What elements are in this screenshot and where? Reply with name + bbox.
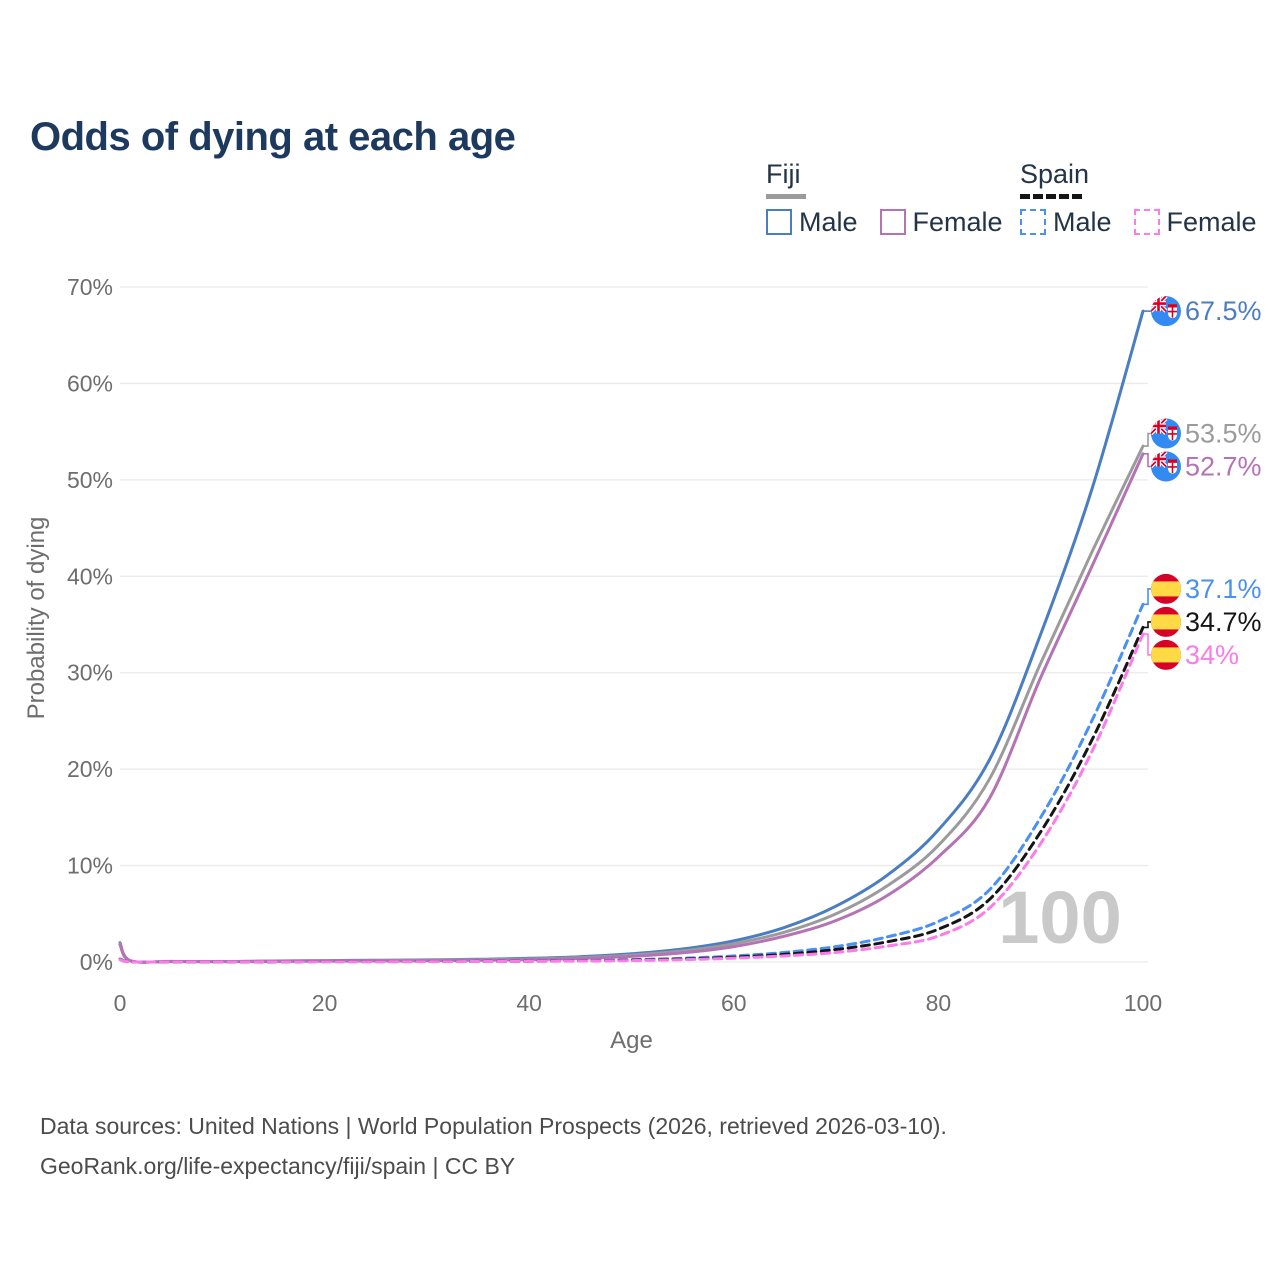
mortality-chart[interactable]: 0% 10% 20% 30% 40% 50% 60% 70% 0 20 40 60 80 100 Age Pr…	[0, 0, 1280, 1080]
fiji-male-label: Male	[799, 206, 858, 237]
end-connector-fiji-both	[1143, 432, 1151, 447]
spain-flag-icon	[1151, 606, 1181, 637]
line-fiji-both[interactable]	[118, 444, 1145, 964]
y-tick-40: 40%	[67, 563, 113, 589]
y-tick-50: 50%	[67, 467, 113, 493]
spain-flag-icon	[1151, 639, 1181, 670]
fiji-flag-icon	[1151, 296, 1181, 327]
end-connector-fiji-female	[1143, 453, 1151, 468]
y-tick-10: 10%	[67, 853, 113, 879]
legend-group-spain: Spain Male Female	[1020, 159, 1279, 238]
line-fiji-female[interactable]	[118, 452, 1145, 964]
line-fiji-male[interactable]	[118, 309, 1145, 964]
legend-group-fiji: Fiji Male Female	[766, 159, 1025, 238]
fiji-line-style-swatch	[766, 193, 806, 199]
line-spain-female[interactable]	[118, 632, 1145, 964]
y-tick-60: 60%	[67, 370, 113, 396]
end-label-fiji-both: 53.5%	[1185, 418, 1262, 448]
y-tick-70: 70%	[67, 274, 113, 300]
fiji-flag-icon	[1151, 451, 1181, 482]
y-tick-20: 20%	[67, 756, 113, 782]
legend-spain-title: Spain	[1020, 159, 1090, 189]
attribution-text: GeoRank.org/life-expectancy/fiji/spain |…	[40, 1153, 516, 1180]
x-tick-80: 80	[926, 990, 952, 1016]
fiji-female-label: Female	[912, 206, 1003, 237]
data-sources-text: Data sources: United Nations | World Pop…	[40, 1113, 947, 1139]
end-connector-spain-male	[1143, 588, 1151, 606]
spain-line-style-swatch	[1020, 193, 1082, 199]
spain-male-label: Male	[1053, 206, 1112, 237]
end-label-spain-female: 34%	[1185, 640, 1239, 670]
y-axis-title: Probability of dying	[23, 517, 50, 720]
legend-fiji-title: Fiji	[766, 159, 801, 189]
y-tick-30: 30%	[67, 660, 113, 686]
fiji-flag-icon	[1151, 418, 1181, 449]
end-label-fiji-female: 52.7%	[1185, 451, 1262, 481]
end-label-fiji-male: 67.5%	[1185, 296, 1262, 326]
x-tick-0: 0	[114, 990, 127, 1016]
fiji-male-swatch	[766, 209, 792, 236]
end-label-spain-both: 34.7%	[1185, 607, 1262, 637]
x-tick-20: 20	[312, 990, 338, 1016]
x-tick-60: 60	[721, 990, 747, 1016]
legend-item-fiji-female[interactable]: Female	[879, 206, 1025, 238]
end-label-spain-male: 37.1%	[1185, 574, 1262, 604]
line-spain-both[interactable]	[118, 625, 1145, 964]
x-tick-100: 100	[1124, 990, 1162, 1016]
legend-item-spain-male[interactable]: Male	[1020, 207, 1134, 238]
y-tick-0: 0%	[80, 949, 113, 975]
end-connector-spain-female	[1143, 633, 1151, 656]
spain-flag-icon	[1151, 573, 1181, 604]
x-tick-40: 40	[516, 990, 542, 1016]
spain-female-swatch	[1133, 209, 1160, 236]
spain-male-swatch	[1020, 209, 1046, 236]
fiji-female-swatch	[879, 209, 906, 236]
age-watermark: 100	[998, 876, 1121, 959]
legend-item-spain-female[interactable]: Female	[1133, 206, 1279, 238]
x-axis-title: Age	[610, 1027, 653, 1054]
page-title: Odds of dying at each age	[30, 114, 516, 159]
spain-female-label: Female	[1166, 206, 1257, 237]
legend-item-fiji-male[interactable]: Male	[766, 207, 880, 238]
end-connector-spain-both	[1143, 621, 1151, 629]
footer: Data sources: United Nations | World Pop…	[40, 1106, 947, 1187]
